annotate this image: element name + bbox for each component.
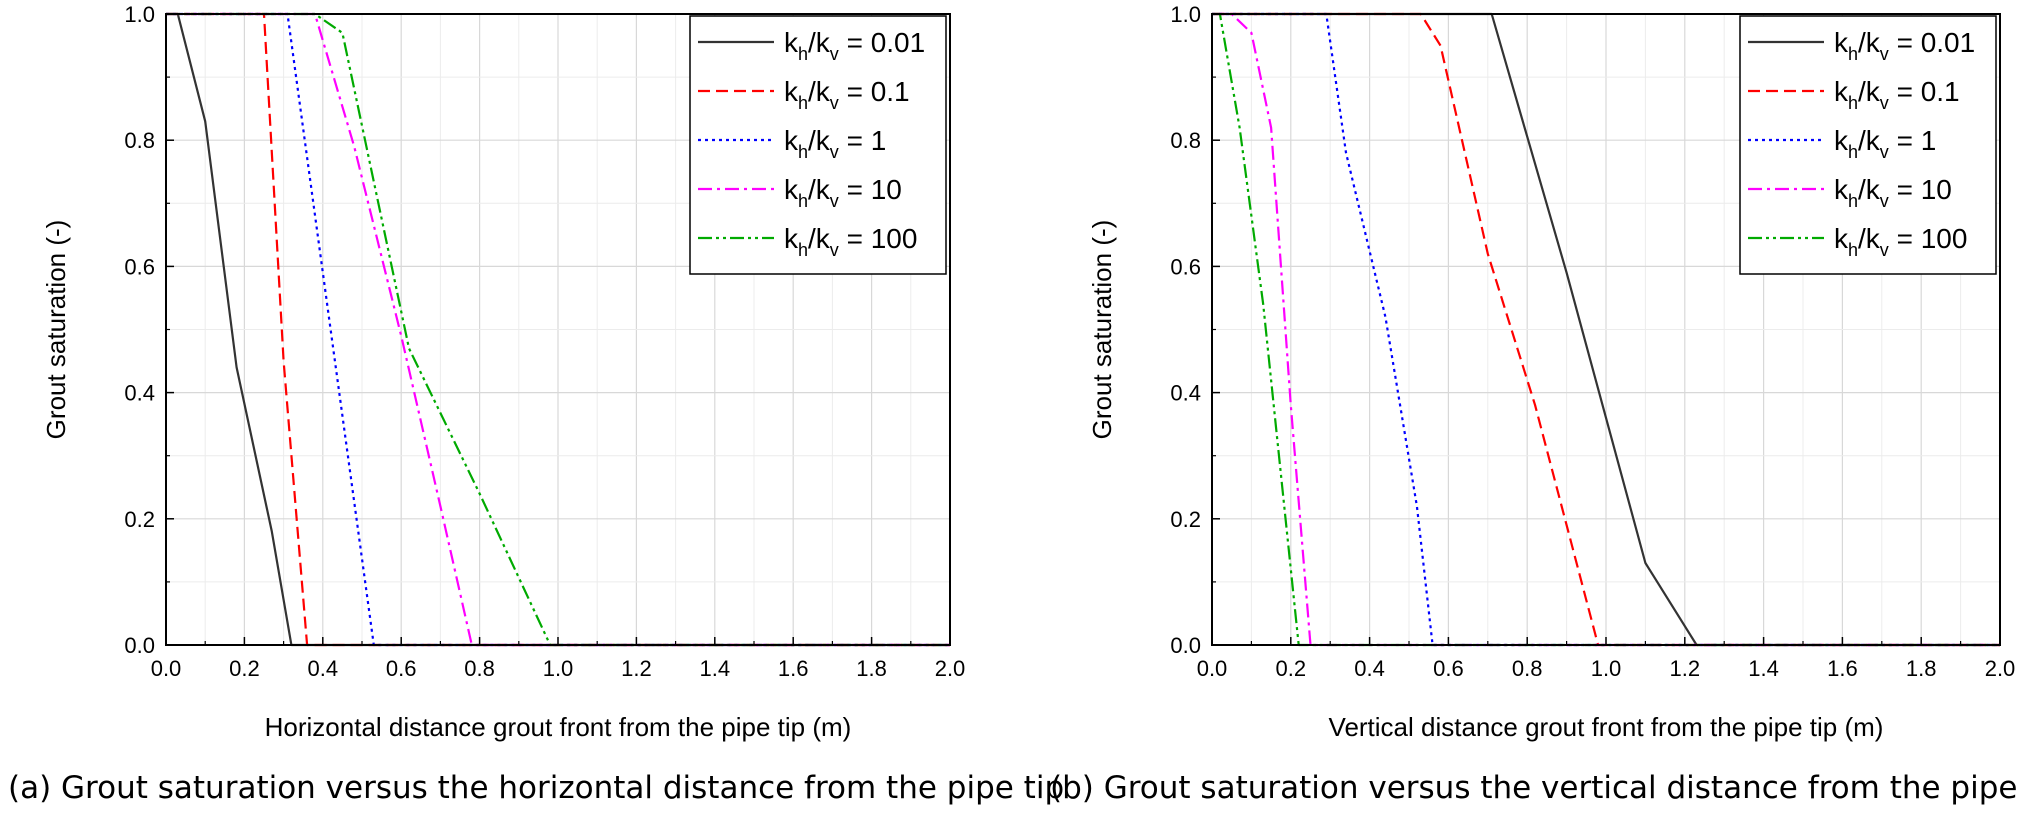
y-tick-label: 0.0 (124, 633, 155, 658)
legend-label-3: kh/kv = 10 (784, 174, 902, 211)
legend-label-0: kh/kv = 0.01 (784, 27, 925, 64)
x-tick-label: 1.0 (543, 656, 574, 681)
x-tick-label: 1.8 (856, 656, 887, 681)
x-tick-label: 1.8 (1906, 656, 1937, 681)
x-tick-label: 0.2 (229, 656, 260, 681)
x-tick-label: 1.0 (1591, 656, 1622, 681)
y-axis-title: Grout saturation (-) (41, 220, 71, 440)
caption-a: (a) Grout saturation versus the horizont… (8, 770, 1065, 806)
x-tick-label: 1.6 (1827, 656, 1858, 681)
x-tick-label: 0.2 (1276, 656, 1307, 681)
x-tick-label: 1.4 (1748, 656, 1779, 681)
y-tick-label: 0.4 (1170, 381, 1201, 406)
legend-box (1739, 15, 1997, 275)
x-tick-label: 1.4 (700, 656, 731, 681)
legend-label-2: kh/kv = 1 (784, 125, 886, 162)
y-tick-label: 0.8 (1170, 128, 1201, 153)
x-tick-label: 0.6 (386, 656, 417, 681)
x-tick-label: 0.8 (464, 656, 495, 681)
legend-box (689, 15, 947, 275)
x-tick-label: 0.0 (1197, 656, 1228, 681)
y-axis-title: Grout saturation (-) (1087, 220, 1117, 440)
x-tick-label: 1.2 (621, 656, 652, 681)
x-tick-label: 1.6 (778, 656, 809, 681)
legend-label-4: kh/kv = 100 (784, 223, 917, 260)
y-tick-label: 0.0 (1170, 633, 1201, 658)
x-tick-label: 0.4 (308, 656, 339, 681)
y-tick-label: 0.4 (124, 381, 155, 406)
legend-label-0: kh/kv = 0.01 (1834, 27, 1975, 64)
legend-label-2: kh/kv = 1 (1834, 125, 1936, 162)
legend-label-3: kh/kv = 10 (1834, 174, 1952, 211)
x-tick-label: 2.0 (1985, 656, 2016, 681)
y-tick-label: 1.0 (1170, 2, 1201, 27)
y-tick-label: 1.0 (124, 2, 155, 27)
y-tick-label: 0.2 (124, 507, 155, 532)
x-tick-label: 0.8 (1512, 656, 1543, 681)
caption-b: (b) Grout saturation versus the vertical… (1050, 770, 2020, 806)
x-tick-label: 2.0 (935, 656, 966, 681)
x-tick-label: 1.2 (1670, 656, 1701, 681)
x-axis-title: Horizontal distance grout front from the… (265, 712, 852, 742)
legend-label-4: kh/kv = 100 (1834, 223, 1967, 260)
y-tick-label: 0.8 (124, 128, 155, 153)
y-tick-label: 0.2 (1170, 507, 1201, 532)
y-tick-label: 0.6 (124, 254, 155, 279)
x-tick-label: 0.6 (1433, 656, 1464, 681)
x-tick-label: 0.4 (1354, 656, 1385, 681)
y-tick-label: 0.6 (1170, 254, 1201, 279)
x-tick-label: 0.0 (151, 656, 182, 681)
chart-panel-a: 0.0 0.2 0.4 0.6 0.8 1.0 1.2 1.4 1.6 1.8 2.0 0.0 0.2 0… (41, 2, 966, 742)
legend-label-1: kh/kv = 0.1 (784, 76, 910, 113)
x-axis-title: Vertical distance grout front from the p… (1329, 712, 1884, 742)
legend-label-1: kh/kv = 0.1 (1834, 76, 1960, 113)
